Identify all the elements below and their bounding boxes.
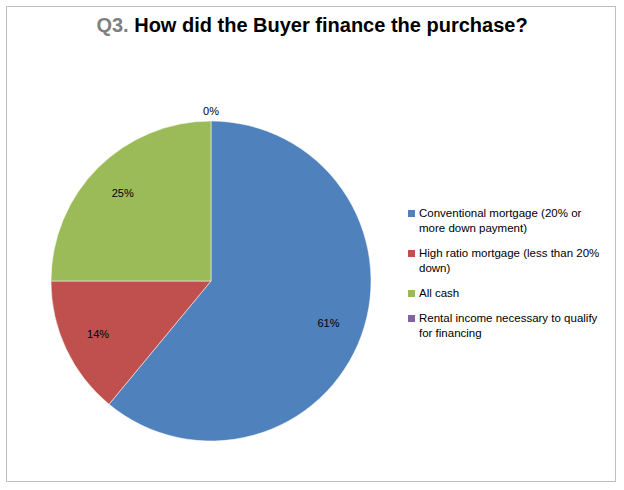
svg-text:0%: 0% <box>203 105 219 117</box>
html-text:All cash: All cash <box>419 287 460 299</box>
html-text:Rental income necessary to qua: Rental income necessary to qualify for f… <box>419 312 598 339</box>
svg-text:25%: 25% <box>112 187 134 199</box>
svg-text:61%: 61% <box>317 317 339 329</box>
html-text:Conventional mortgage (20% or: Conventional mortgage (20% or more down … <box>419 207 582 234</box>
html-text:High ratio mortgage (less than: High ratio mortgage (less than 20% down) <box>419 247 600 274</box>
html-text:Q3. How did the Buyer finance: Q3. How did the Buyer finance the purcha… <box>96 14 528 36</box>
svg-text:14%: 14% <box>87 328 109 340</box>
